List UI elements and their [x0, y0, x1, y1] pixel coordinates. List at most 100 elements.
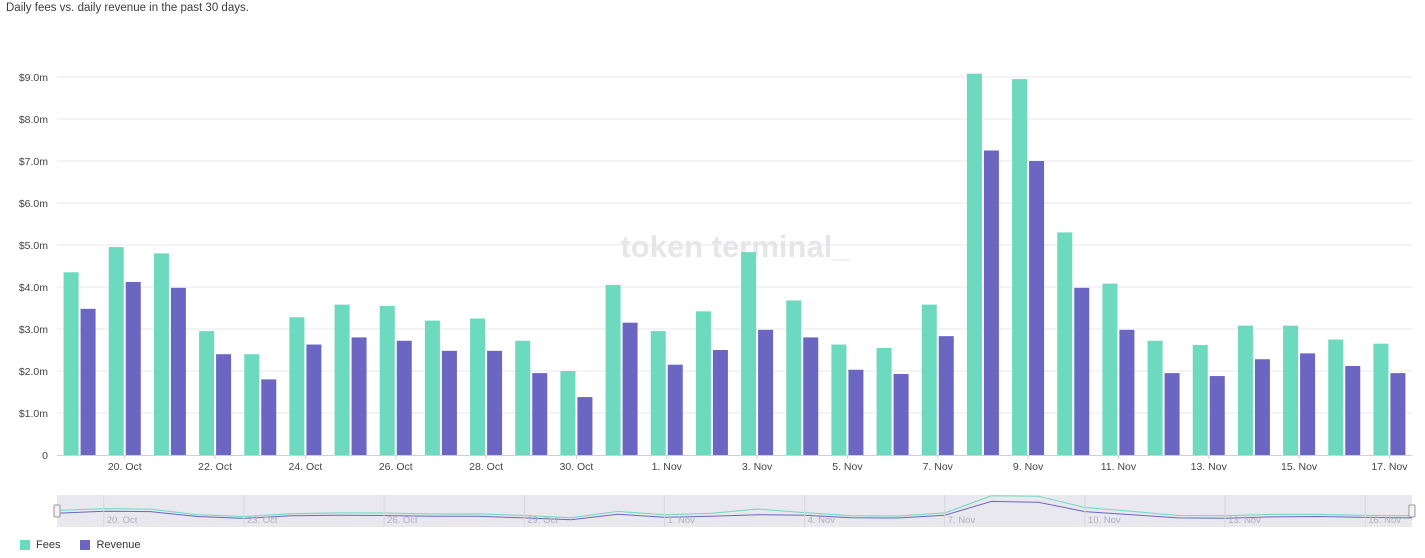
bar-fees[interactable]	[605, 284, 621, 455]
navigator-label: 1. Nov	[667, 515, 695, 526]
x-tick-label: 11. Nov	[1101, 461, 1137, 473]
bar-fees[interactable]	[1147, 340, 1163, 455]
bar-fees[interactable]	[289, 317, 305, 455]
navigator-label: 26. Oct	[387, 515, 418, 526]
x-tick-label: 13. Nov	[1191, 461, 1228, 473]
y-tick-label: $4.0m	[19, 282, 48, 294]
bar-fees[interactable]	[1012, 79, 1028, 455]
bar-fees[interactable]	[1102, 283, 1118, 455]
bar-revenue[interactable]	[1164, 373, 1180, 455]
navigator-line-fees	[56, 495, 1413, 519]
bar-revenue[interactable]	[667, 364, 683, 455]
bar-revenue[interactable]	[848, 369, 864, 455]
y-tick-label: $2.0m	[19, 366, 48, 378]
navigator-label: 7. Nov	[948, 515, 976, 526]
legend: Fees Revenue	[20, 539, 141, 551]
range-navigator[interactable]: 20. Oct 23. Oct 26. Oct 29. Oct 1. Nov 4. Nov…	[53, 495, 1416, 527]
navigator-label: 10. Nov	[1088, 515, 1121, 526]
bar-revenue[interactable]	[1300, 353, 1316, 455]
bar-fees[interactable]	[650, 331, 666, 455]
bar-revenue[interactable]	[1029, 161, 1045, 455]
bar-revenue[interactable]	[125, 281, 141, 455]
bar-revenue[interactable]	[758, 329, 774, 455]
navigator-label: 4. Nov	[808, 515, 836, 526]
x-tick-label: 28. Oct	[469, 461, 503, 473]
bar-fees[interactable]	[1283, 325, 1299, 455]
legend-item-revenue[interactable]: Revenue	[80, 539, 141, 551]
navigator-handle-right[interactable]	[1408, 504, 1416, 518]
y-tick-label: $8.0m	[19, 114, 48, 126]
y-tick-label: 0	[42, 450, 48, 462]
bar-revenue[interactable]	[803, 337, 819, 455]
bar-revenue[interactable]	[1119, 329, 1135, 455]
legend-swatch-revenue	[80, 540, 91, 550]
bar-fees[interactable]	[695, 311, 711, 455]
bar-revenue[interactable]	[170, 287, 186, 455]
bar-fees[interactable]	[470, 318, 486, 456]
bar-revenue[interactable]	[487, 350, 503, 455]
bar-revenue[interactable]	[396, 340, 412, 455]
bar-fees[interactable]	[1192, 344, 1208, 455]
bar-revenue[interactable]	[1390, 373, 1406, 455]
bar-fees[interactable]	[786, 300, 802, 455]
bar-fees[interactable]	[1057, 232, 1073, 455]
navigator-label: 13. Nov	[1228, 515, 1261, 526]
bar-fees[interactable]	[199, 331, 215, 455]
bar-fees[interactable]	[560, 371, 576, 455]
bar-fees[interactable]	[1373, 343, 1389, 455]
bar-fees[interactable]	[424, 320, 440, 455]
bar-fees[interactable]	[1237, 325, 1253, 455]
bar-revenue[interactable]	[80, 308, 96, 455]
y-tick-label: $9.0m	[19, 72, 48, 84]
bar-revenue[interactable]	[1209, 376, 1225, 455]
bar-revenue[interactable]	[216, 354, 232, 455]
y-axis: 0 $1.0m $2.0m $3.0m $4.0m $5.0m $6.0m $7.0m $8.0…	[19, 72, 1412, 462]
bar-fees[interactable]	[63, 272, 79, 455]
bar-fees[interactable]	[515, 340, 531, 455]
bar-fees[interactable]	[334, 304, 350, 455]
bar-revenue[interactable]	[712, 350, 728, 455]
grid-lines	[57, 76, 1412, 414]
legend-item-fees[interactable]: Fees	[20, 539, 60, 551]
navigator-label: 23. Oct	[247, 515, 278, 526]
legend-label-fees: Fees	[36, 539, 61, 551]
bar-revenue[interactable]	[351, 337, 367, 455]
navigator-label: 20. Oct	[107, 515, 138, 526]
y-tick-label: $6.0m	[19, 198, 48, 210]
bar-fees[interactable]	[379, 305, 395, 455]
bar-revenue[interactable]	[938, 336, 954, 455]
x-tick-label: 22. Oct	[198, 461, 232, 473]
y-tick-label: $1.0m	[19, 408, 48, 420]
x-axis: 20. Oct 22. Oct 24. Oct 26. Oct 28. Oct 30. O…	[108, 455, 1408, 473]
bar-fees[interactable]	[244, 354, 260, 455]
bar-revenue[interactable]	[532, 373, 548, 455]
x-tick-label: 7. Nov	[923, 461, 954, 473]
bar-revenue[interactable]	[622, 322, 638, 455]
bar-fees[interactable]	[1328, 339, 1344, 456]
bar-revenue[interactable]	[261, 379, 277, 455]
bar-fees[interactable]	[741, 252, 757, 455]
bar-chart: token terminal_ 0 $1.0m $2.0m $3.0m $4.0m $5.…	[19, 72, 1416, 527]
navigator-label: 29. Oct	[527, 515, 558, 526]
bar-revenue[interactable]	[1074, 287, 1090, 455]
bar-revenue[interactable]	[893, 373, 909, 455]
bar-fees[interactable]	[921, 304, 937, 455]
bar-revenue[interactable]	[983, 150, 999, 456]
bars[interactable]	[63, 73, 1406, 456]
bar-revenue[interactable]	[1345, 365, 1361, 455]
bar-revenue[interactable]	[441, 350, 457, 455]
bar-fees[interactable]	[876, 347, 892, 455]
bar-fees[interactable]	[966, 73, 982, 455]
x-tick-label: 3. Nov	[742, 461, 773, 473]
bar-fees[interactable]	[153, 253, 169, 455]
bar-revenue[interactable]	[577, 397, 593, 455]
chart-subtitle: Daily fees vs. daily revenue in the past…	[6, 2, 249, 14]
bar-fees[interactable]	[831, 344, 847, 455]
x-tick-label: 24. Oct	[288, 461, 322, 473]
bar-revenue[interactable]	[306, 344, 322, 455]
bar-revenue[interactable]	[1254, 359, 1270, 455]
navigator-handle-left[interactable]	[53, 504, 61, 518]
x-tick-label: 9. Nov	[1013, 461, 1044, 473]
x-tick-label: 15. Nov	[1281, 461, 1318, 473]
bar-fees[interactable]	[108, 247, 124, 455]
